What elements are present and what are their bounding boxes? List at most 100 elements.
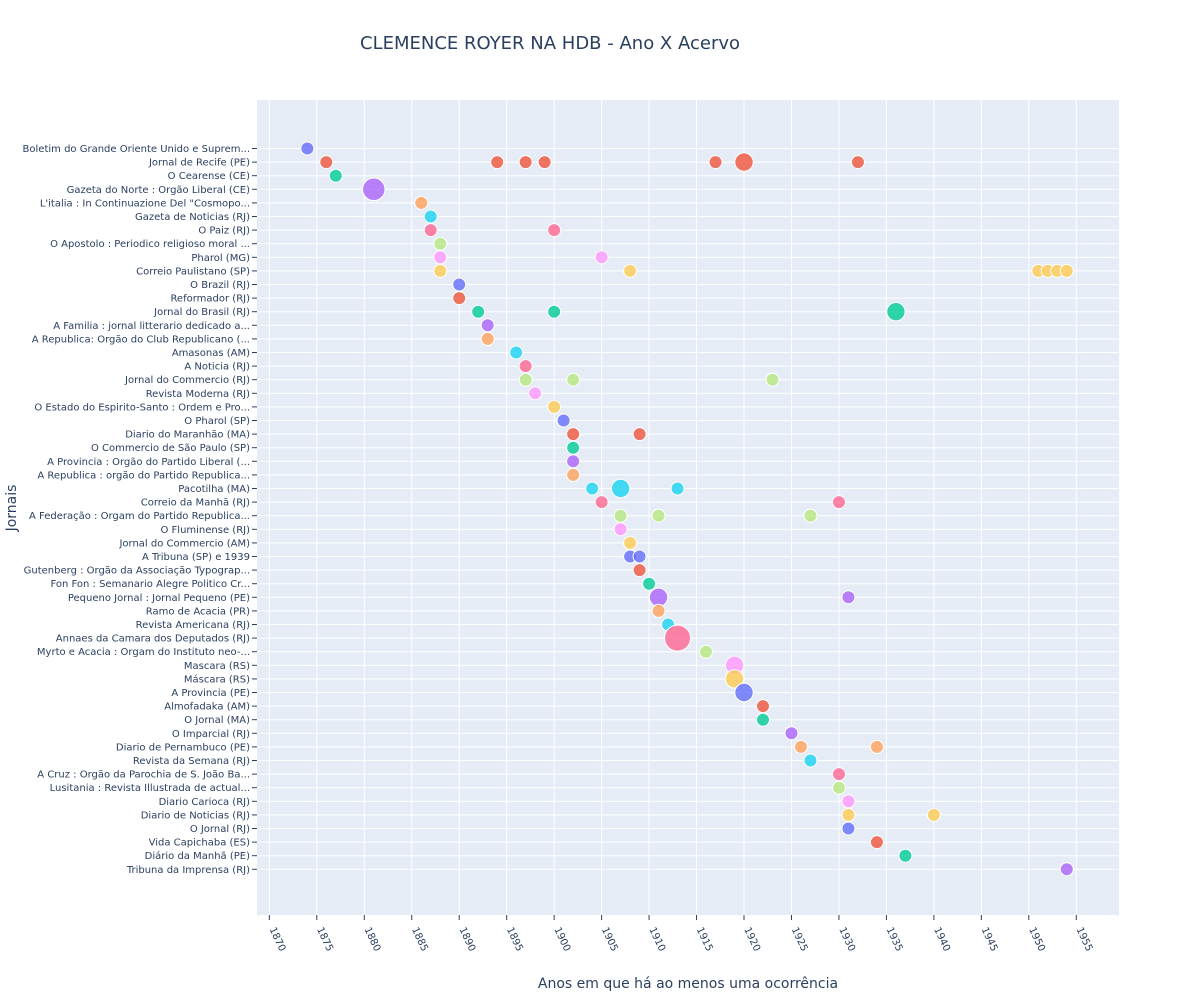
x-tick-label: 1930 [836,926,857,954]
y-tick-label: A Tribuna (SP) e 1939 [142,552,250,563]
x-tick-label: 1925 [789,926,810,954]
y-tick-label: Fon Fon : Semanario Alegre Politico Cr..… [50,579,250,590]
data-point [831,780,846,795]
data-point [480,331,495,346]
data-point [623,535,638,550]
data-point [898,848,913,863]
x-tick-label: 1945 [979,926,1000,954]
y-tick-label: A Provincia : Orgão do Partido Liberal (… [47,457,250,468]
data-point [300,141,315,156]
data-point [926,807,941,822]
data-point [708,155,723,170]
data-point [490,155,505,170]
data-point [734,682,754,703]
y-tick-label: Reformador (RJ) [170,294,250,305]
x-tick-label: 1870 [267,926,288,954]
y-tick-label: Diario de Noticias (RJ) [141,810,250,821]
data-point [594,495,609,510]
data-point [566,454,581,469]
y-tick-label: Diario do Maranhão (MA) [125,430,250,441]
chart-title: CLEMENCE ROYER NA HDB - Ano X Acervo [360,33,740,54]
data-point [547,399,562,414]
data-point [784,726,799,741]
data-point [328,168,343,183]
data-point [831,767,846,782]
y-tick-label: A Republica: Orgão do Club Republicano (… [32,334,250,345]
x-tick-label: 1915 [694,926,715,954]
y-tick-label: O Jornal (RJ) [190,824,250,835]
y-tick-label: A Republica : orgão do Partido Republica… [37,470,250,481]
data-point [793,739,808,754]
y-tick-label: O Apostolo : Periodico religioso moral .… [50,239,250,250]
x-tick-label: 1920 [741,926,762,954]
y-tick-label: O Paiz (RJ) [198,226,250,237]
y-tick-label: Boletim do Grande Oriente Unido e Suprem… [23,144,250,155]
data-point [755,699,770,714]
y-tick-label: Revista da Semana (RJ) [133,756,250,767]
data-point [841,590,856,605]
data-point [831,495,846,510]
y-tick-label: Tribuna da Imprensa (RJ) [126,865,250,876]
data-point [433,236,448,251]
x-tick-label: 1890 [456,926,477,954]
y-tick-label: Myrto e Acacia : Orgam do Instituto neo-… [37,647,250,658]
data-points [300,141,1074,877]
data-point [452,291,467,306]
y-tick-label: Lusitania : Revista Illustrada de actual… [50,783,250,794]
y-tick-label: Jornal de Recife (PE) [148,158,250,169]
data-point [632,549,647,564]
data-point [648,587,669,607]
data-point [452,277,467,292]
x-tick-label: 1955 [1074,926,1095,954]
x-tick-label: 1895 [504,926,525,954]
x-tick-label: 1885 [409,926,430,954]
data-point [414,195,429,210]
data-point [803,753,818,768]
x-tick-label: 1900 [551,926,572,954]
x-axis-ticks: 1870 1875 1880 1885 1890 1895 1900 1905 1910 1915… [267,915,1095,954]
y-tick-label: Almofadaka (AM) [164,702,250,713]
x-tick-label: 1880 [362,926,383,954]
y-tick-label: Ramo de Acacia (PR) [146,606,250,617]
y-tick-label: Gazeta de Noticias (RJ) [135,212,250,223]
data-point [547,223,562,238]
data-point [869,739,884,754]
plot-area [257,100,1119,915]
y-tick-label: Mascara (RS) [184,661,250,672]
y-axis-ticks: Boletim do Grande Oriente Unido e Suprem… [23,144,257,876]
data-point [566,372,581,387]
data-point [613,522,628,537]
y-tick-label: Correio da Manhã (RJ) [141,498,250,509]
data-point [556,413,571,428]
y-tick-label: Diario Carioca (RJ) [159,797,251,808]
data-point [670,481,685,496]
x-axis-label: Anos em que há ao menos uma ocorrência [538,976,838,992]
y-tick-label: Revista Moderna (RJ) [146,389,250,400]
data-point [594,250,609,265]
y-tick-label: Correio Paulistano (SP) [136,266,250,277]
y-tick-label: Pacotilha (MA) [178,484,250,495]
y-tick-label: O Fluminense (RJ) [160,525,250,536]
y-tick-label: Jornal do Commercio (AM) [118,538,250,549]
y-tick-label: Revista Americana (RJ) [136,620,250,631]
y-tick-label: O Cearense (CE) [168,171,250,182]
data-point [566,440,581,455]
data-point [613,508,628,523]
y-tick-label: Diario de Pernambuco (PE) [116,742,250,753]
data-point [480,318,495,333]
data-point [433,250,448,265]
x-tick-label: 1935 [884,926,905,954]
y-tick-label: Jornal do Commercio (RJ) [124,375,250,386]
y-tick-label: O Brazil (RJ) [190,280,250,291]
y-tick-label: Jornal do Brasil (RJ) [153,307,250,318]
data-point [803,508,818,523]
y-tick-label: Pequeno Jornal : Jornal Pequeno (PE) [68,593,250,604]
y-tick-label: O Pharol (SP) [184,416,250,427]
data-point [632,427,647,442]
x-tick-label: 1875 [314,926,335,954]
data-point [841,794,856,809]
y-tick-label: A Noticia (RJ) [184,362,250,373]
data-point [528,386,543,401]
data-point [537,155,552,170]
